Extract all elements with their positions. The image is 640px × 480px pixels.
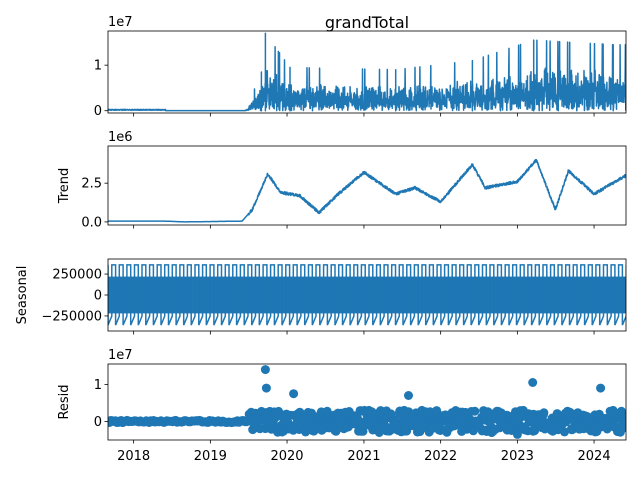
y-tick-label-observed: 0 bbox=[94, 104, 102, 119]
series-line-seasonal bbox=[108, 264, 626, 326]
axes-frame-trend bbox=[107, 145, 627, 226]
y-axis-label-trend: Trend bbox=[57, 168, 72, 205]
y-tick-label-seasonal: 0 bbox=[94, 289, 102, 304]
y-axis-label-resid: Resid bbox=[57, 384, 72, 419]
y-tick-label-resid: 0 bbox=[94, 415, 102, 430]
x-tick-label: 2023 bbox=[501, 449, 534, 464]
axes-frame-observed bbox=[107, 30, 627, 114]
x-tick-label: 2019 bbox=[194, 449, 227, 464]
y-tick-label-trend: 2.5 bbox=[81, 177, 102, 192]
resid-point bbox=[487, 428, 497, 438]
x-tick-label: 2020 bbox=[270, 449, 303, 464]
resid-points bbox=[108, 365, 626, 439]
resid-point bbox=[596, 383, 606, 393]
y-tick-label-seasonal: −250000 bbox=[41, 309, 102, 324]
y-tick-label-observed: 1 bbox=[94, 59, 102, 74]
plot-area-observed bbox=[108, 32, 626, 112]
plot-area-trend bbox=[108, 158, 626, 223]
plot-area-seasonal bbox=[108, 264, 626, 326]
resid-point bbox=[260, 365, 270, 375]
resid-point bbox=[261, 383, 271, 393]
axes-frame-resid bbox=[107, 363, 627, 441]
y-tick-label-resid: 1 bbox=[94, 378, 102, 393]
resid-point bbox=[470, 406, 480, 416]
resid-point bbox=[415, 427, 425, 437]
resid-point bbox=[621, 423, 626, 433]
resid-point bbox=[404, 391, 413, 400]
resid-point bbox=[512, 429, 522, 439]
chart-title: grandTotal bbox=[325, 13, 409, 32]
x-tick-label: 2021 bbox=[347, 449, 380, 464]
offset-label-observed: 1e7 bbox=[108, 15, 133, 30]
plot-area-resid bbox=[108, 365, 626, 439]
series-line-observed bbox=[108, 32, 626, 112]
seasonal-band bbox=[108, 276, 626, 314]
offset-label-trend: 1e6 bbox=[108, 130, 133, 145]
resid-point bbox=[528, 378, 538, 387]
series-line-trend bbox=[108, 158, 626, 223]
panel-seasonal: 250000 0 −250000 Seasonal bbox=[15, 258, 627, 335]
x-tick-label: 2022 bbox=[424, 449, 457, 464]
y-axis-label-seasonal: Seasonal bbox=[15, 266, 30, 325]
panel-trend: 0.0 2.5 1e6 Trend bbox=[57, 130, 627, 230]
panel-resid: 0 1 2018 2019 2020 2021 2022 2023 2024 1e7 Resid bbox=[57, 348, 627, 464]
y-tick-label-seasonal: 250000 bbox=[52, 268, 102, 283]
panel-observed: 0 1 1e7 bbox=[94, 15, 627, 119]
resid-point bbox=[289, 389, 299, 399]
resid-point bbox=[623, 413, 626, 422]
resid-point bbox=[538, 410, 548, 420]
y-tick-label-trend: 0.0 bbox=[81, 215, 102, 230]
x-tick-label: 2024 bbox=[578, 449, 611, 464]
offset-label-resid: 1e7 bbox=[108, 348, 133, 363]
x-tick-label: 2018 bbox=[117, 449, 150, 464]
resid-point bbox=[560, 427, 569, 437]
